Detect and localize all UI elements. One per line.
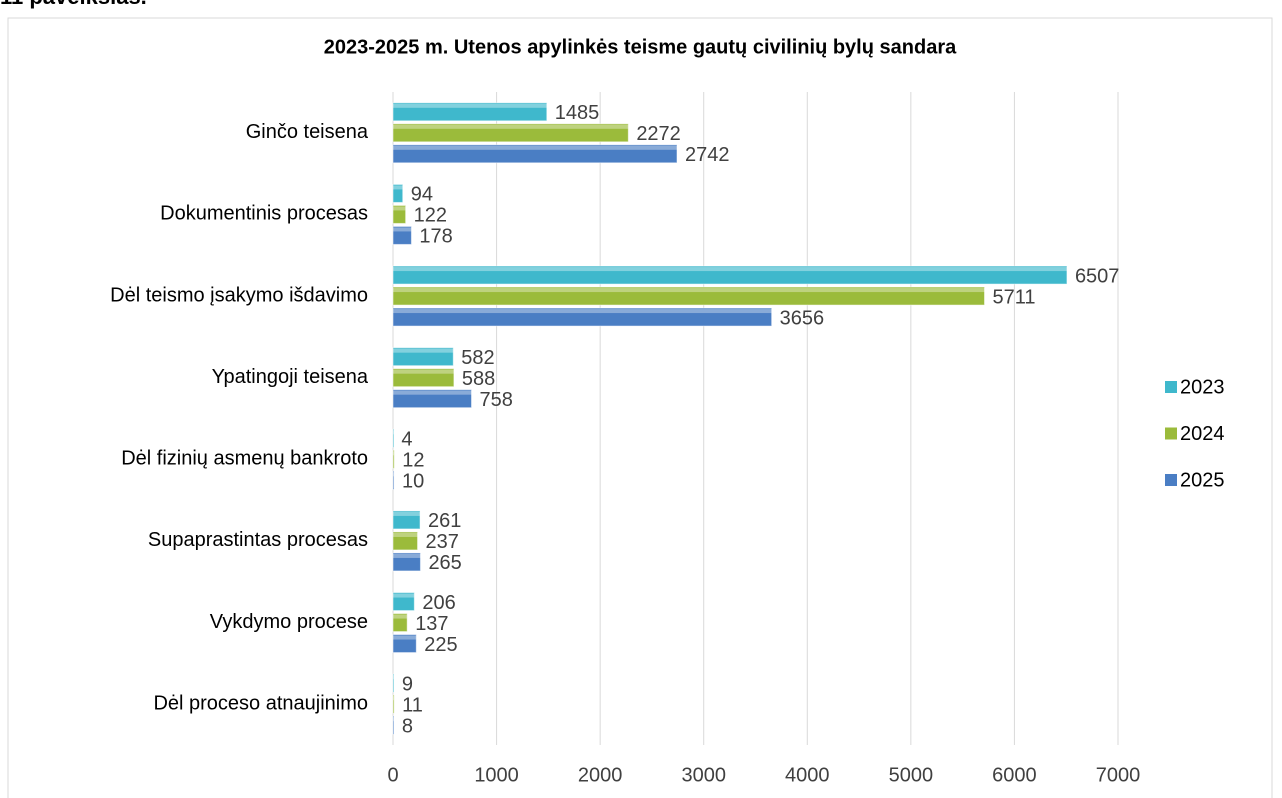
- bar: [392, 715, 395, 735]
- legend-label: 2025: [1180, 469, 1225, 491]
- bar: [392, 449, 395, 469]
- bar: [392, 183, 404, 203]
- data-label: 206: [422, 592, 455, 614]
- x-tick-label: 3000: [681, 764, 726, 786]
- chart-frame: [7, 17, 1273, 798]
- bar: [392, 613, 408, 633]
- bar: [392, 673, 395, 693]
- chart-title: 2023-2025 m. Utenos apylinkės teisme gau…: [324, 36, 957, 58]
- bar-highlight: [393, 675, 394, 680]
- bar: [392, 592, 415, 612]
- data-label: 3656: [780, 307, 825, 329]
- legend-swatch: [1165, 427, 1177, 440]
- data-label: 6507: [1075, 265, 1120, 287]
- y-tick-label: Dėl fizinių asmenų bankroto: [121, 448, 368, 470]
- bar-highlight: [393, 309, 772, 314]
- bar: [392, 204, 407, 224]
- bar: [392, 286, 985, 306]
- bar-highlight: [393, 532, 418, 537]
- bar: [392, 102, 548, 122]
- data-label: 178: [419, 226, 452, 248]
- legend-label: 2024: [1180, 423, 1225, 445]
- bar-highlight: [393, 103, 547, 108]
- bar: [392, 634, 417, 654]
- x-tick-label: 2000: [578, 764, 623, 786]
- data-label: 10: [402, 471, 424, 493]
- bar-highlight: [393, 227, 412, 232]
- caption: 11 paveikslas.: [0, 0, 147, 9]
- bar-highlight: [393, 288, 985, 293]
- legend-label: 2023: [1180, 376, 1225, 398]
- y-tick-label: Ypatingoji teisena: [212, 366, 369, 388]
- bar-highlight: [393, 267, 1067, 272]
- bar-highlight: [393, 553, 421, 558]
- data-label: 11: [402, 694, 423, 716]
- bar: [392, 694, 395, 714]
- x-tick-label: 0: [387, 764, 398, 786]
- bar: [392, 510, 421, 530]
- bar: [392, 389, 473, 409]
- bar: [392, 265, 1068, 285]
- bar-highlight: [393, 369, 454, 374]
- y-tick-label: Dėl proceso atnaujinimo: [153, 692, 368, 714]
- data-label: 588: [462, 368, 495, 390]
- data-label: 225: [424, 634, 457, 656]
- bar-highlight: [393, 348, 454, 353]
- data-label: 261: [428, 510, 461, 532]
- x-tick-label: 4000: [785, 764, 830, 786]
- data-label: 237: [426, 531, 459, 553]
- y-tick-label: Supaprastintas procesas: [148, 529, 368, 551]
- bar-highlight: [393, 145, 677, 150]
- bar-highlight: [393, 717, 394, 722]
- bar: [392, 123, 629, 143]
- bar: [392, 531, 419, 551]
- bar-highlight: [393, 390, 472, 395]
- bar-highlight: [393, 451, 395, 456]
- bar-highlight: [393, 696, 395, 701]
- bar: [392, 552, 421, 572]
- data-label: 2742: [685, 144, 730, 166]
- bar-highlight: [393, 472, 395, 477]
- data-label: 582: [461, 347, 494, 369]
- data-label: 137: [415, 613, 448, 635]
- data-label: 265: [428, 552, 461, 574]
- data-label: 1485: [555, 102, 600, 124]
- bar-highlight: [393, 124, 629, 129]
- bar: [392, 368, 455, 388]
- bar: [392, 144, 678, 164]
- x-tick-label: 7000: [1096, 764, 1141, 786]
- bar: [392, 347, 454, 367]
- bar-highlight: [393, 635, 417, 640]
- legend-swatch: [1165, 474, 1177, 486]
- y-tick-label: Vykdymo procese: [210, 611, 368, 633]
- data-label: 122: [414, 205, 447, 227]
- legend-swatch: [1165, 381, 1177, 393]
- bar-highlight: [393, 614, 408, 619]
- data-label: 94: [411, 184, 433, 206]
- y-tick-label: Ginčo teisena: [246, 121, 369, 143]
- x-tick-label: 5000: [889, 764, 934, 786]
- data-label: 2272: [636, 123, 681, 145]
- bar: [392, 307, 773, 327]
- bar-highlight: [393, 593, 415, 598]
- data-label: 4: [401, 429, 412, 451]
- bar-highlight: [393, 511, 421, 516]
- bar-highlight: [393, 206, 406, 211]
- data-label: 5711: [992, 286, 1035, 308]
- bar-highlight: [393, 430, 394, 435]
- bar: [392, 225, 412, 245]
- x-tick-label: 1000: [474, 764, 519, 786]
- y-tick-label: Dėl teismo įsakymo išdavimo: [110, 284, 368, 306]
- bar: [392, 470, 395, 490]
- data-label: 8: [402, 715, 413, 737]
- y-tick-label: Dokumentinis procesas: [160, 203, 368, 225]
- bar-highlight: [393, 185, 403, 190]
- bar: [392, 428, 395, 448]
- data-label: 9: [402, 673, 413, 695]
- data-label: 758: [480, 389, 513, 411]
- x-tick-label: 6000: [992, 764, 1037, 786]
- data-label: 12: [402, 450, 424, 472]
